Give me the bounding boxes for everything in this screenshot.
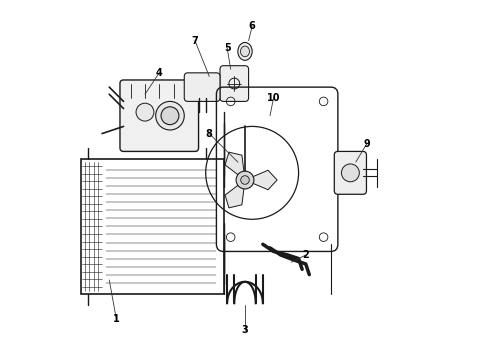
Text: 10: 10 xyxy=(267,93,280,103)
Text: 9: 9 xyxy=(363,139,370,149)
Text: 2: 2 xyxy=(302,250,309,260)
Circle shape xyxy=(236,171,254,189)
Circle shape xyxy=(241,176,249,184)
Circle shape xyxy=(156,102,184,130)
Polygon shape xyxy=(225,152,245,180)
Polygon shape xyxy=(245,170,277,190)
Ellipse shape xyxy=(241,46,249,57)
Text: 5: 5 xyxy=(224,43,230,53)
Text: 1: 1 xyxy=(113,314,120,324)
Text: 6: 6 xyxy=(249,21,255,31)
Circle shape xyxy=(161,107,179,125)
Bar xyxy=(81,158,223,294)
FancyBboxPatch shape xyxy=(220,66,248,102)
Text: 4: 4 xyxy=(156,68,163,78)
FancyBboxPatch shape xyxy=(334,152,367,194)
Circle shape xyxy=(342,164,359,182)
Text: 8: 8 xyxy=(206,129,213,139)
Text: 3: 3 xyxy=(242,325,248,335)
Polygon shape xyxy=(225,180,245,208)
Ellipse shape xyxy=(238,42,252,60)
Text: 7: 7 xyxy=(192,36,198,46)
FancyBboxPatch shape xyxy=(120,80,198,152)
FancyBboxPatch shape xyxy=(184,73,220,102)
Circle shape xyxy=(136,103,154,121)
